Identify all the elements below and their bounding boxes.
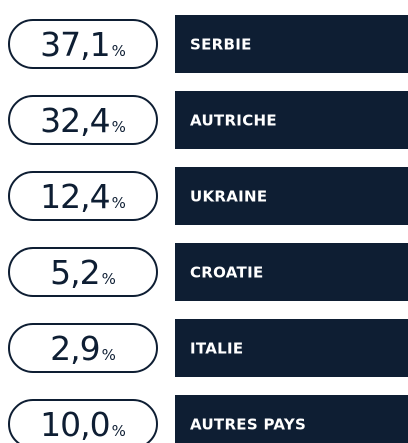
value-text: 12,4% [40, 177, 126, 216]
value-number: 32,4 [40, 101, 109, 140]
country-label: AUTRICHE [190, 112, 277, 130]
row: 2,9% ITALIE [8, 319, 408, 377]
value-pill [8, 247, 158, 297]
row: 32,4% AUTRICHE [8, 91, 408, 149]
label-box [175, 395, 408, 443]
value-unit: % [112, 118, 126, 136]
country-label: CROATIE [190, 264, 264, 282]
value-text: 32,4% [40, 101, 126, 140]
value-text: 37,1% [40, 25, 126, 64]
label-box [175, 167, 408, 225]
value-number: 37,1 [40, 25, 109, 64]
value-pill [8, 399, 158, 443]
value-unit: % [102, 270, 116, 288]
value-number: 12,4 [40, 177, 109, 216]
row: 37,1% SERBIE [8, 15, 408, 73]
value-number: 10,0 [40, 405, 109, 443]
value-text: 2,9% [50, 329, 116, 368]
value-text: 5,2% [50, 253, 116, 292]
value-text: 10,0% [40, 405, 126, 443]
value-number: 5,2 [50, 253, 99, 292]
value-unit: % [102, 346, 116, 364]
value-unit: % [112, 42, 126, 60]
value-pill [8, 19, 158, 69]
row: 5,2% CROATIE [8, 243, 408, 301]
country-label: ITALIE [190, 340, 243, 358]
value-pill [8, 95, 158, 145]
value-number: 2,9 [50, 329, 99, 368]
label-box [175, 91, 408, 149]
value-unit: % [112, 422, 126, 440]
country-label: AUTRES PAYS [190, 416, 306, 434]
label-box [175, 319, 408, 377]
country-label: UKRAINE [190, 188, 267, 206]
value-pill [8, 171, 158, 221]
label-box [175, 15, 408, 73]
row: 12,4% UKRAINE [8, 167, 408, 225]
row: 10,0% AUTRES PAYS [8, 395, 408, 443]
country-label: SERBIE [190, 36, 252, 54]
value-unit: % [112, 194, 126, 212]
value-pill [8, 323, 158, 373]
label-box [175, 243, 408, 301]
